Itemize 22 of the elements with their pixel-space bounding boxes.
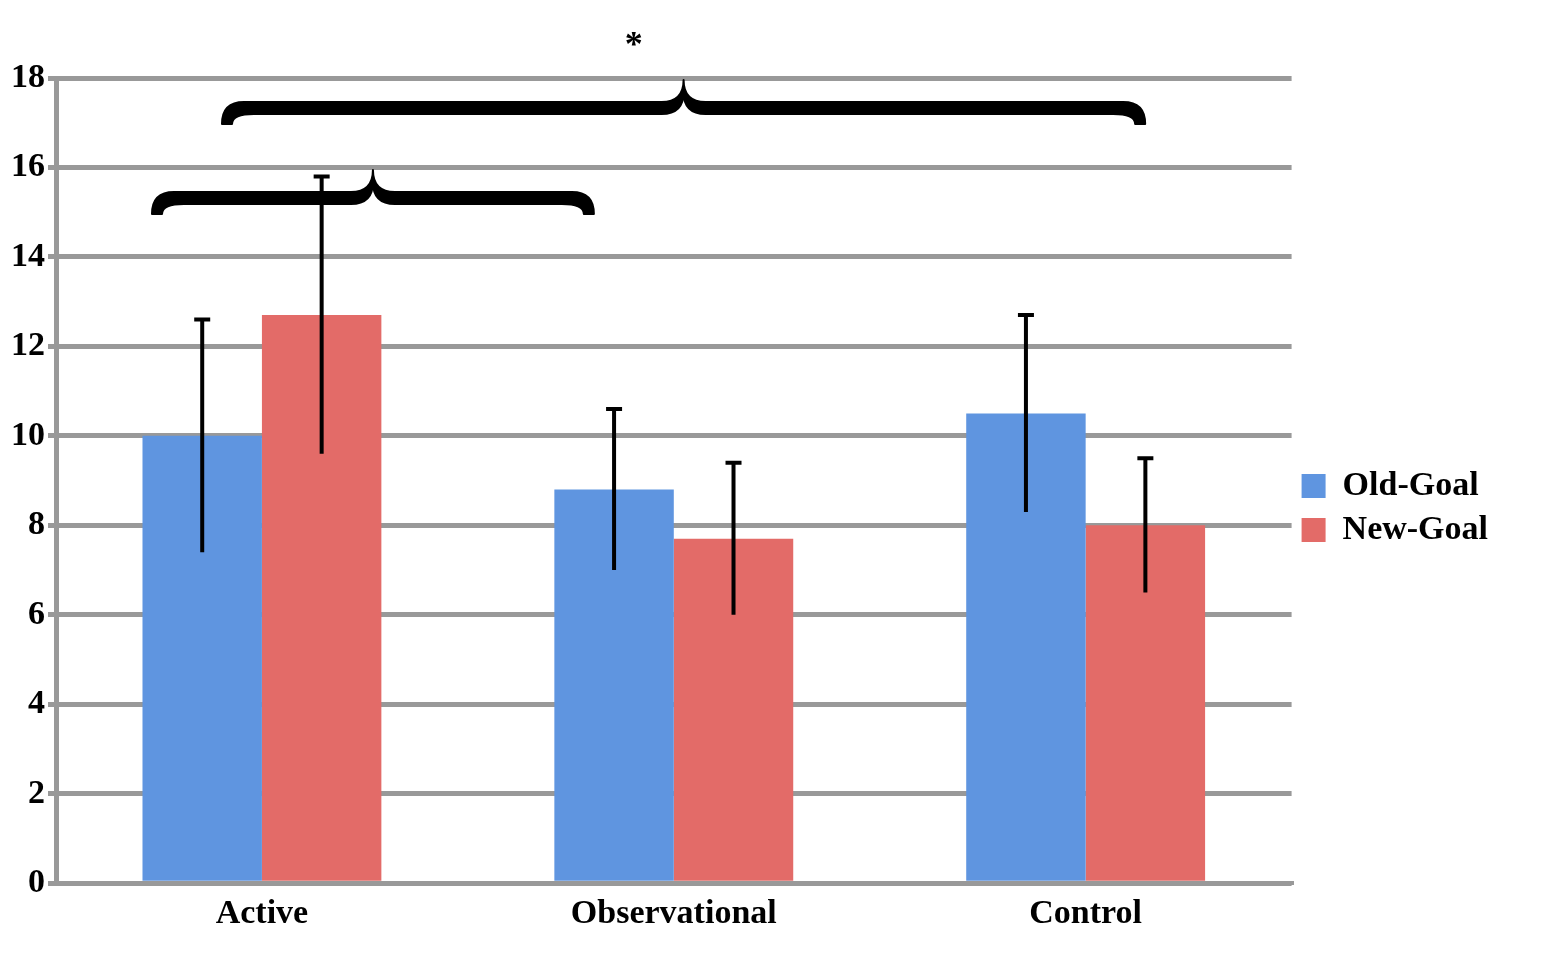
bar xyxy=(966,413,1086,881)
y-tick-label: 6 xyxy=(28,593,45,631)
x-tick-label: Control xyxy=(1029,893,1143,931)
bar xyxy=(1085,525,1206,881)
legend-label: New-Goal xyxy=(1342,508,1489,546)
bar xyxy=(261,315,382,881)
legend-label: Old-Goal xyxy=(1342,464,1479,502)
y-tick-label: 16 xyxy=(11,146,45,184)
text: * xyxy=(624,24,643,64)
y-tick-label: 18 xyxy=(11,56,45,94)
y-tick-label: 2 xyxy=(28,772,45,810)
y-tick-label: 4 xyxy=(28,683,45,721)
y-tick-label: 14 xyxy=(11,235,45,273)
x-tick-label: Observational xyxy=(570,893,777,931)
y-tick-label: 12 xyxy=(11,325,45,363)
x-tick-label: Active xyxy=(215,893,309,931)
bar xyxy=(142,435,262,881)
y-tick-label: 0 xyxy=(28,861,45,899)
y-tick-label: 10 xyxy=(11,414,45,452)
bar xyxy=(673,538,794,881)
y-tick-label: 8 xyxy=(28,504,45,542)
bar xyxy=(554,489,674,881)
